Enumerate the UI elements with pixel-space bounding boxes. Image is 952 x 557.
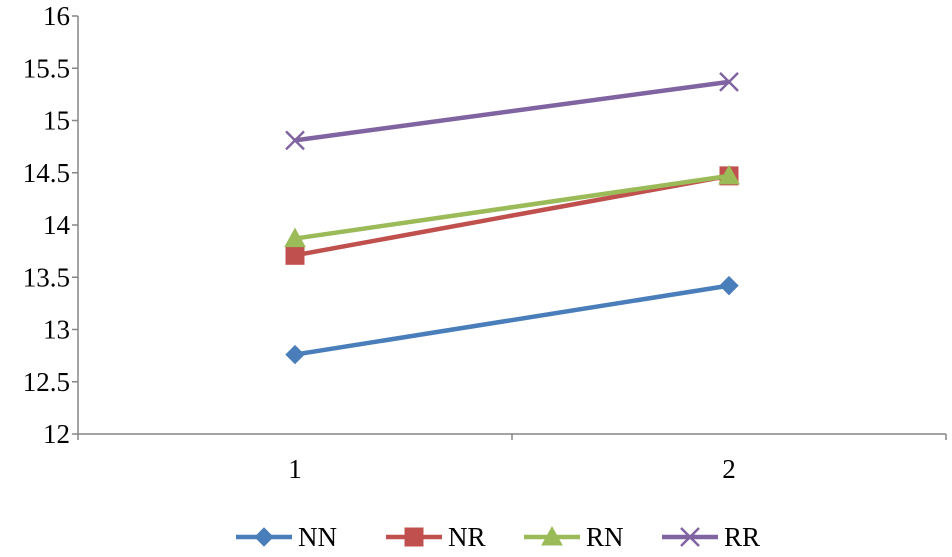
legend-marker xyxy=(404,527,424,547)
data-point xyxy=(718,164,740,185)
legend-item-rn: RN xyxy=(524,522,624,552)
y-tick-label: 15 xyxy=(43,106,70,136)
legend: NN NR RN RR xyxy=(236,522,760,552)
legend-marker xyxy=(254,527,274,547)
data-point xyxy=(284,227,306,248)
y-tick-label: 13 xyxy=(43,315,70,345)
legend-item-rr: RR xyxy=(662,522,760,552)
series-nr xyxy=(285,166,739,265)
y-tick-label: 16 xyxy=(43,1,70,31)
legend-item-nr: NR xyxy=(386,522,486,552)
series-group xyxy=(284,71,740,365)
legend-label: NR xyxy=(448,522,486,552)
legend-label: RN xyxy=(586,522,624,552)
x-tick-label: 2 xyxy=(722,454,736,484)
legend-item-nn: NN xyxy=(236,522,337,552)
y-tick-label: 13.5 xyxy=(23,262,70,292)
series-nn xyxy=(285,275,739,365)
y-tick-label: 15.5 xyxy=(23,53,70,83)
series-line xyxy=(294,173,730,241)
data-point xyxy=(285,245,305,265)
data-point xyxy=(285,344,305,365)
series-line xyxy=(294,173,730,258)
y-tick-label: 14.5 xyxy=(23,158,70,188)
x-tick-label: 1 xyxy=(288,454,302,484)
data-point xyxy=(719,275,739,296)
series-rr xyxy=(285,71,739,151)
legend-marker xyxy=(541,525,563,546)
series-rn xyxy=(284,164,740,248)
legend-label: NN xyxy=(298,522,337,552)
series-line xyxy=(294,79,730,143)
series-line xyxy=(294,283,730,357)
y-tick-label: 12.5 xyxy=(23,367,70,397)
data-point xyxy=(719,71,739,92)
data-point xyxy=(285,130,305,151)
y-tick-label: 14 xyxy=(43,210,71,240)
legend-label: RR xyxy=(724,522,760,552)
legend-marker xyxy=(680,527,700,547)
y-tick-label: 12 xyxy=(43,419,70,449)
